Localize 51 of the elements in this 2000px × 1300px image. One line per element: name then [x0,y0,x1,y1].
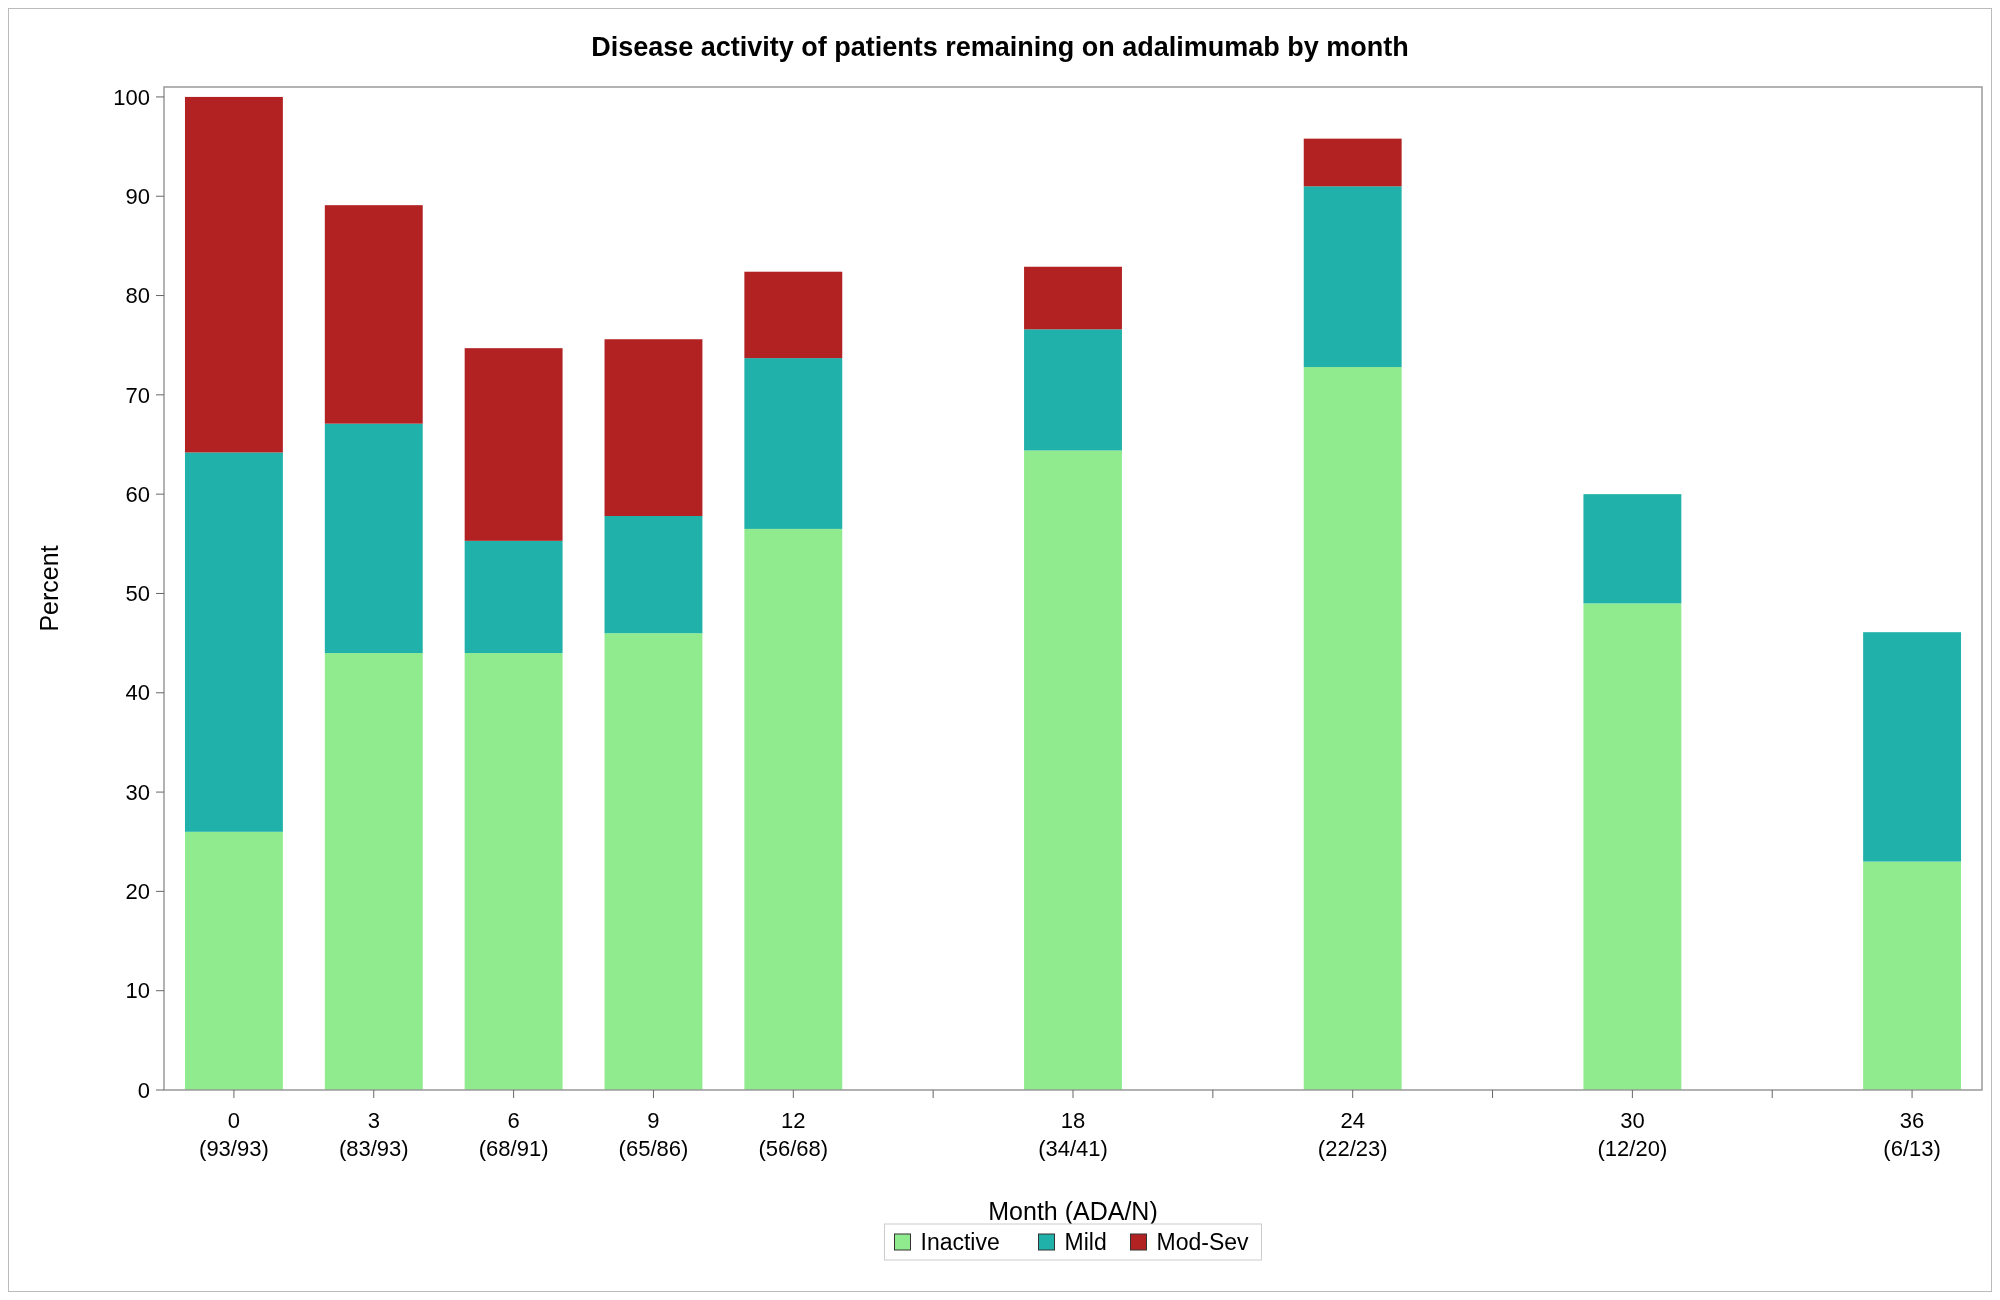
x-tick-label: 36 (6/13) [1883,1108,1941,1161]
x-tick-label: 9 (65/86) [618,1108,689,1161]
chart-title: Disease activity of patients remaining on adalimumab by month [591,32,1409,62]
bar [604,633,703,1090]
bar [1024,329,1122,451]
bar [1303,138,1402,187]
bar [324,205,423,424]
y-tick-label: 10 [125,978,150,1004]
bar [464,540,563,654]
x-tick-label: 30 (12/20) [1597,1108,1668,1161]
legend-label: Inactive [920,1229,1000,1256]
y-tick-label: 70 [125,382,150,408]
bar [744,528,843,1090]
bar [184,831,283,1090]
bar [744,271,843,359]
bar [1583,603,1682,1090]
bar [1024,266,1122,330]
y-tick-label: 80 [125,283,150,309]
bar [1863,632,1962,862]
y-tick-label: 20 [125,879,150,905]
legend-label: Mild [1064,1229,1107,1256]
x-tick-label: 24 (22/23) [1317,1108,1388,1161]
y-tick-label: 40 [125,680,150,706]
x-axis-title: Month (ADA/N) [988,1197,1158,1225]
x-tick-label: 12 (56/68) [758,1108,829,1161]
x-tick-label: 18 (34/41) [1038,1108,1108,1161]
x-tick-label: 6 (68/91) [478,1108,549,1161]
y-tick-label: 60 [125,481,150,507]
bar [324,653,423,1090]
bar [1583,494,1682,604]
bar [1303,367,1402,1090]
legend-label: Mod-Sev [1156,1229,1250,1256]
bar [1303,186,1402,368]
bar [324,423,423,654]
bar [464,348,563,541]
x-tick-label: 3 (83/93) [338,1108,409,1161]
y-tick-label: 30 [125,779,150,805]
bar [1024,450,1122,1090]
y-axis-title: Percent [35,545,63,632]
bar [184,96,283,453]
y-tick-label: 90 [125,183,150,209]
y-tick-label: 0 [137,1077,150,1103]
y-tick-label: 100 [113,84,150,110]
y-tick-label: 50 [125,581,150,607]
bar [604,339,703,517]
bar [604,516,703,634]
bar [1863,861,1962,1090]
bar [184,452,283,832]
bar [744,358,843,529]
bar [464,653,563,1090]
x-tick-label: 0 (93/93) [199,1108,269,1161]
